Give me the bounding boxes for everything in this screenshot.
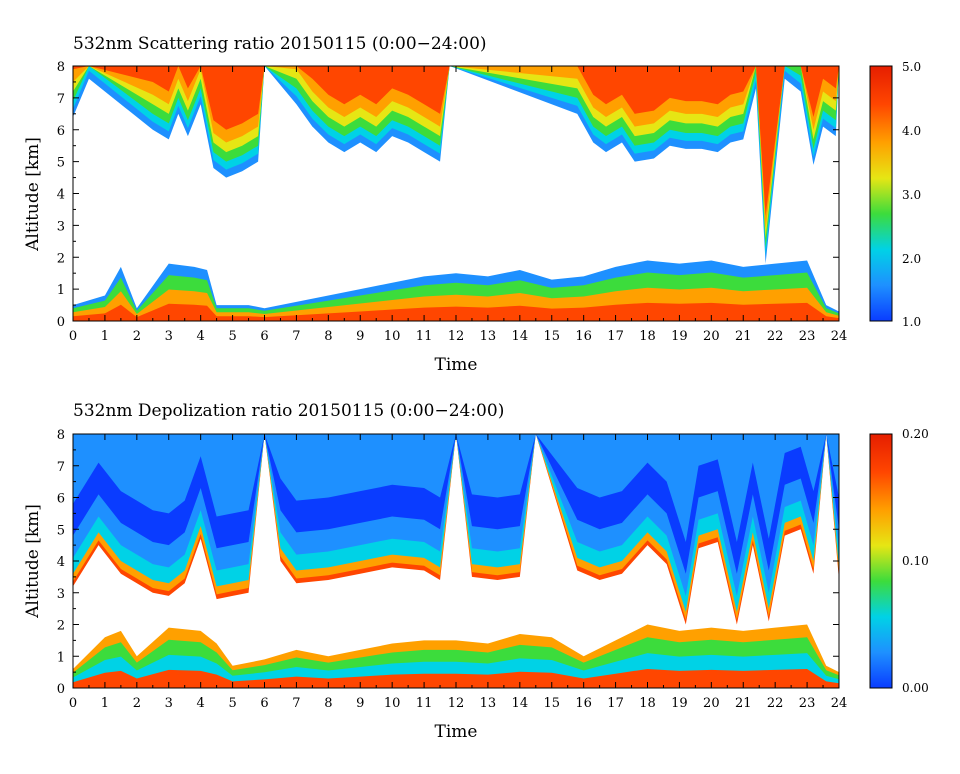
depolarization-x-tick-label: 15	[543, 696, 560, 711]
depolarization-heatmap-layer	[73, 434, 839, 688]
scattering-colorbar-tick: 5.0	[902, 60, 921, 74]
scattering-x-tick-label: 10	[384, 329, 401, 344]
scattering-y-tick-label: 6	[57, 124, 65, 139]
scattering-y-tick-label: 0	[57, 315, 65, 330]
depolarization-x-tick-label: 2	[133, 696, 141, 711]
depolarization-cloud-band	[73, 434, 839, 542]
scattering-x-tick-label: 18	[639, 329, 656, 344]
depolarization-x-tick-label: 22	[767, 696, 784, 711]
scattering-x-tick-label: 2	[133, 329, 141, 344]
depolarization-x-tick-label: 7	[292, 696, 300, 711]
depolarization-x-tick-label: 14	[512, 696, 529, 711]
scattering-colorbar-tick: 4.0	[902, 124, 921, 138]
scattering-x-tick-label: 6	[260, 329, 268, 344]
depolarization-x-tick-label: 18	[639, 696, 656, 711]
depolarization-x-tick-label: 19	[671, 696, 688, 711]
scattering-x-tick-label: 12	[448, 329, 465, 344]
depolarization-x-tick-label: 11	[416, 696, 433, 711]
scattering-chart-title: 532nm Scattering ratio 20150115 (0:00−24…	[73, 34, 487, 54]
scattering-ratio-panel: 532nm Scattering ratio 20150115 (0:00−24…	[23, 34, 921, 375]
scattering-colorbar-tick: 2.0	[902, 252, 921, 266]
scattering-x-tick-label: 16	[575, 329, 592, 344]
depolarization-x-tick-label: 17	[607, 696, 624, 711]
scattering-x-tick-label: 13	[480, 329, 497, 344]
scattering-cloud-band	[73, 66, 839, 216]
depolarization-heatmap: 0 1 2 3 4 5 6 7 8 9 10 11 12 13 14 15 16 17 18 19 20 21 22 23 24…	[57, 428, 848, 711]
scattering-x-tick-label: 3	[165, 329, 173, 344]
scattering-colorbar-tick: 3.0	[902, 188, 921, 202]
depolarization-x-tick-label: 9	[356, 696, 364, 711]
scattering-x-tick-label: 15	[543, 329, 560, 344]
depolarization-y-tick-label: 0	[57, 682, 65, 697]
depolarization-x-tick-label: 10	[384, 696, 401, 711]
scattering-y-tick-label: 1	[57, 283, 65, 298]
scattering-x-tick-label: 21	[735, 329, 752, 344]
depolarization-cloud-band	[73, 434, 839, 574]
depolarization-x-tick-label: 23	[799, 696, 816, 711]
depolarization-colorbar-tick: 0.00	[902, 681, 929, 695]
depolarization-colorbar-tick: 0.20	[902, 427, 929, 441]
scattering-x-tick-label: 7	[292, 329, 300, 344]
scattering-x-tick-label: 9	[356, 329, 364, 344]
depolarization-y-tick-label: 1	[57, 650, 65, 665]
scattering-x-tick-label: 20	[703, 329, 720, 344]
scattering-x-tick-label: 17	[607, 329, 624, 344]
depolarization-x-tick-label: 4	[197, 696, 205, 711]
depolarization-x-tick-label: 3	[165, 696, 173, 711]
scattering-y-tick-label: 3	[57, 219, 65, 234]
depolarization-y-tick-label: 5	[57, 523, 65, 538]
depolarization-y-tick-label: 4	[57, 555, 65, 570]
scattering-colorbar: 5.0 4.0 3.0 2.0 1.0	[869, 60, 921, 329]
scattering-colorbar-tick: 1.0	[902, 315, 921, 329]
depolarization-colorbar-tick: 0.10	[902, 554, 929, 568]
scattering-x-tick-label: 8	[324, 329, 332, 344]
scattering-heatmap: 0 1 2 3 4 5 6 7 8 9 10 11 12 13 14 15 16 17 18 19 20 21 22 23 24…	[57, 60, 848, 344]
scattering-x-tick-label: 1	[101, 329, 109, 344]
scattering-y-tick-label: 4	[57, 188, 65, 203]
depolarization-x-tick-label: 20	[703, 696, 720, 711]
depolarization-x-tick-label: 1	[101, 696, 109, 711]
scattering-y-tick-label: 5	[57, 156, 65, 171]
scattering-x-tick-label: 23	[799, 329, 816, 344]
depolarization-y-tick-label: 7	[57, 460, 65, 475]
scattering-x-tick-label: 4	[197, 329, 205, 344]
scattering-y-tick-label: 8	[57, 60, 65, 75]
depolarization-x-tick-label: 6	[260, 696, 268, 711]
scattering-x-tick-label: 19	[671, 329, 688, 344]
scattering-x-tick-label: 11	[416, 329, 433, 344]
scattering-x-tick-label: 5	[228, 329, 236, 344]
depolarization-x-tick-label: 12	[448, 696, 465, 711]
depolarization-x-tick-label: 8	[324, 696, 332, 711]
depolarization-x-axis-label: Time	[435, 722, 478, 742]
depolarization-ratio-panel: 532nm Depolization ratio 20150115 (0:00−…	[23, 401, 929, 742]
depolarization-x-tick-label: 16	[575, 696, 592, 711]
depolarization-x-tick-label: 5	[228, 696, 236, 711]
scattering-colorbar-gradient	[869, 65, 893, 322]
scattering-x-tick-label: 22	[767, 329, 784, 344]
scattering-x-tick-label: 14	[512, 329, 529, 344]
scattering-y-axis-label: Altitude [km]	[23, 137, 43, 252]
depolarization-x-tick-label: 21	[735, 696, 752, 711]
scattering-heatmap-layer	[73, 66, 839, 321]
depolarization-colorbar: 0.20 0.10 0.00	[869, 427, 929, 695]
depolarization-x-tick-label: 0	[69, 696, 77, 711]
depolarization-y-axis-label: Altitude [km]	[23, 504, 43, 619]
scattering-x-axis-label: Time	[435, 355, 478, 375]
depolarization-x-tick-label: 24	[831, 696, 848, 711]
depolarization-x-tick-label: 13	[480, 696, 497, 711]
scattering-x-tick-label: 0	[69, 329, 77, 344]
depolarization-y-tick-label: 3	[57, 587, 65, 602]
scattering-x-tick-label: 24	[831, 329, 848, 344]
depolarization-y-tick-label: 2	[57, 619, 65, 634]
depolarization-colorbar-gradient	[869, 433, 893, 689]
depolarization-chart-title: 532nm Depolization ratio 20150115 (0:00−…	[73, 401, 504, 421]
scattering-y-tick-label: 2	[57, 251, 65, 266]
scattering-y-tick-label: 7	[57, 92, 65, 107]
depolarization-y-tick-label: 6	[57, 492, 65, 507]
depolarization-y-tick-label: 8	[57, 428, 65, 443]
